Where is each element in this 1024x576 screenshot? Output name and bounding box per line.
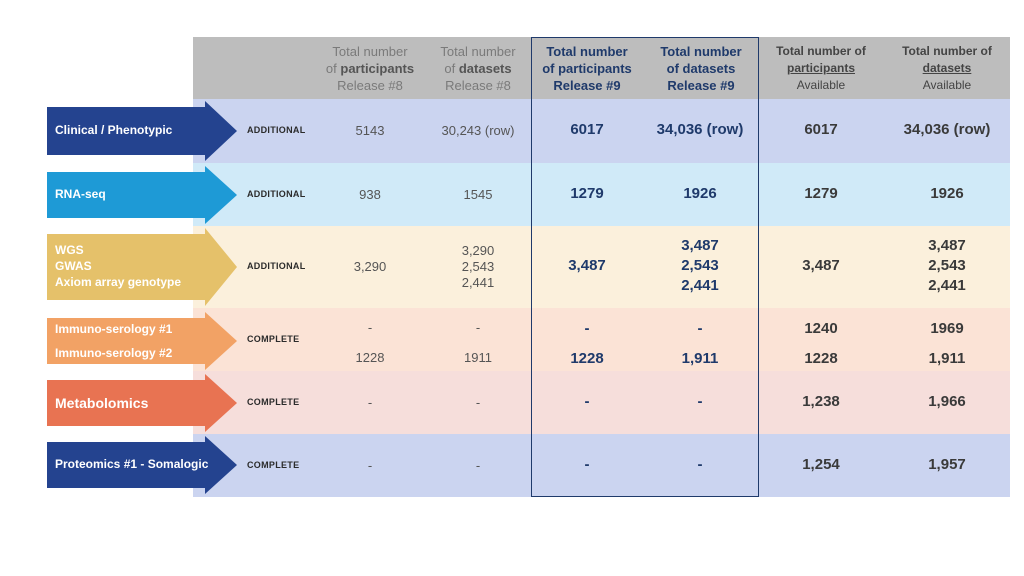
row-label: Axiom array genotype bbox=[55, 275, 182, 289]
row-label: RNA-seq bbox=[55, 187, 106, 201]
table-cell: 2,543 bbox=[681, 257, 719, 274]
row-label-arrow: RNA-seq bbox=[47, 166, 237, 224]
table-row bbox=[193, 434, 1010, 497]
table-cell: 3,487 bbox=[681, 237, 719, 254]
table-cell: 1,911 bbox=[928, 350, 966, 367]
table-cell: 1279 bbox=[804, 184, 838, 202]
arrow-shape bbox=[47, 228, 237, 306]
table-cell: - bbox=[584, 320, 590, 337]
table-cell: - bbox=[697, 392, 703, 410]
status-label: COMPLETE bbox=[247, 333, 300, 344]
row-label: Proteomics #1 - Somalogic bbox=[55, 457, 209, 471]
status-label: COMPLETE bbox=[247, 396, 300, 407]
table-cell: - bbox=[475, 394, 481, 410]
row-label-arrow: Immuno-serology #1 Immuno-serology #2 bbox=[47, 312, 237, 370]
table-cell: - bbox=[475, 320, 481, 335]
table-cell: 30,243 (row) bbox=[441, 123, 515, 138]
table-cell: 2,543 bbox=[928, 257, 966, 274]
status-label: COMPLETE bbox=[247, 459, 300, 470]
row-label: GWAS bbox=[55, 259, 92, 273]
table-cell: 1240 bbox=[804, 320, 838, 337]
table-cell: 34,036 (row) bbox=[656, 121, 744, 138]
table-cell: - bbox=[584, 392, 590, 410]
arrow-shape bbox=[47, 374, 237, 432]
table-cell: 1228 bbox=[570, 350, 604, 367]
row-label: Immuno-serology #1 bbox=[55, 322, 173, 336]
row-label-arrow: WGS GWAS Axiom array genotype bbox=[47, 228, 237, 306]
arrow-polygon bbox=[47, 312, 237, 370]
table-row bbox=[193, 99, 1010, 163]
status-label: ADDITIONAL bbox=[247, 261, 306, 271]
release-9-highlight-box bbox=[531, 37, 759, 497]
table-cell: 1545 bbox=[463, 186, 493, 202]
header-r9-datasets: Total number of datasets Release #9 bbox=[660, 43, 742, 93]
status-label: ADDITIONAL bbox=[247, 188, 306, 199]
arrow-polygon bbox=[47, 374, 237, 432]
row-label: Metabolomics bbox=[55, 395, 149, 411]
table-row bbox=[193, 226, 1010, 308]
table-cell: 2,441 bbox=[928, 277, 966, 294]
row-label-arrow: Metabolomics bbox=[47, 374, 237, 432]
table-cell: 5143 bbox=[355, 123, 385, 138]
table-cell: 2,543 bbox=[461, 259, 495, 274]
table-cell: 2,441 bbox=[681, 277, 719, 294]
table-cell: 1,911 bbox=[681, 350, 719, 367]
table-cell: - bbox=[367, 320, 373, 335]
table-cell: 938 bbox=[359, 186, 381, 202]
table-cell: - bbox=[697, 455, 703, 473]
table-cell: 6017 bbox=[570, 121, 604, 138]
row-label-arrow: Proteomics #1 - Somalogic bbox=[47, 436, 237, 494]
arrow-polygon bbox=[47, 166, 237, 224]
table-row bbox=[193, 371, 1010, 434]
table-cell: 3,487 bbox=[802, 257, 840, 274]
table-cell: 3,290 bbox=[461, 243, 495, 258]
table-cell: 3,487 bbox=[928, 237, 966, 254]
table-cell: 1228 bbox=[355, 350, 385, 365]
arrow-shape bbox=[47, 101, 237, 161]
table-cell: - bbox=[584, 455, 590, 473]
row-label: WGS bbox=[55, 243, 84, 257]
table-cell: 1228 bbox=[804, 350, 838, 367]
table-cell: - bbox=[367, 457, 373, 473]
header-r8-participants: Total number of participants Release #8 bbox=[325, 43, 415, 93]
table-cell: 34,036 (row) bbox=[903, 121, 991, 138]
table-cell: 1926 bbox=[683, 184, 717, 202]
table-row bbox=[193, 308, 1010, 371]
table-cell: 1,254 bbox=[802, 455, 840, 473]
arrow-shape bbox=[47, 312, 237, 370]
table-cell: 3,290 bbox=[353, 259, 387, 274]
table-cell: 1,966 bbox=[928, 392, 966, 410]
table-cell: - bbox=[367, 394, 373, 410]
table-cell: - bbox=[475, 457, 481, 473]
row-label: Clinical / Phenotypic bbox=[55, 123, 173, 137]
table-cell: 6017 bbox=[804, 121, 838, 138]
table-cell: 3,487 bbox=[568, 257, 606, 274]
arrow-shape bbox=[47, 166, 237, 224]
table-cell: 1969 bbox=[930, 320, 964, 337]
arrow-shape bbox=[47, 436, 237, 494]
row-label: Immuno-serology #2 bbox=[55, 346, 173, 360]
table-cell: 1,957 bbox=[928, 455, 966, 473]
table-cell: 1279 bbox=[570, 184, 604, 202]
status-label: ADDITIONAL bbox=[247, 125, 306, 135]
table-cell: 1926 bbox=[930, 184, 964, 202]
arrow-polygon bbox=[47, 436, 237, 494]
table-cell: 1,238 bbox=[802, 392, 840, 410]
arrow-polygon bbox=[47, 228, 237, 306]
table-row bbox=[193, 163, 1010, 226]
arrow-polygon bbox=[47, 101, 237, 161]
header-available-participants: Total number of participants Available bbox=[776, 43, 866, 92]
row-label-arrow: Clinical / Phenotypic bbox=[47, 101, 237, 161]
header-r8-datasets: Total number of datasets Release #8 bbox=[440, 43, 516, 93]
table-cell: 2,441 bbox=[461, 275, 495, 290]
header-bar bbox=[193, 37, 1010, 99]
header-r9-participants: Total number of participants Release #9 bbox=[542, 43, 632, 93]
header-available-datasets: Total number of datasets Available bbox=[902, 43, 992, 92]
table-cell: - bbox=[697, 320, 703, 337]
table-cell: 1911 bbox=[464, 350, 492, 365]
